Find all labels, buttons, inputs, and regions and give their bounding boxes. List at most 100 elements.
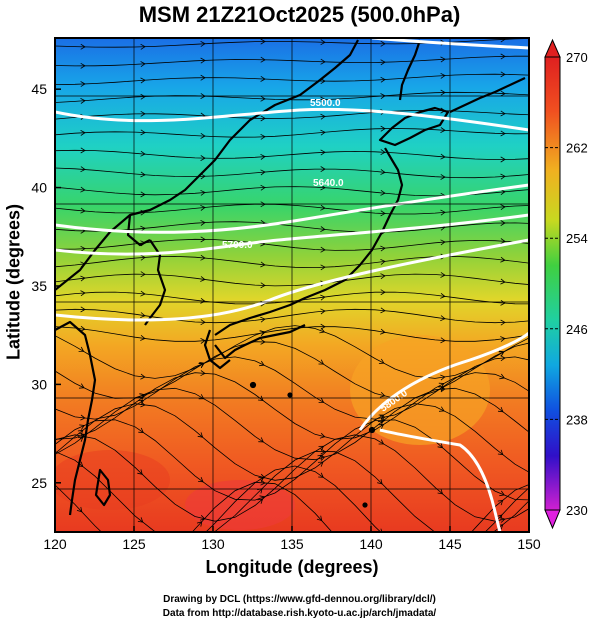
wind-arrow <box>259 360 265 367</box>
graticule <box>55 38 529 532</box>
wind-arrow <box>80 275 86 282</box>
streamline <box>55 356 529 420</box>
wind-arrow <box>140 129 146 136</box>
wind-arrow <box>380 189 386 196</box>
warm-core <box>55 450 170 510</box>
credit-data: Data from http://database.rish.kyoto-u.a… <box>162 608 437 619</box>
wind-arrow <box>437 488 444 495</box>
wind-arrow <box>500 38 506 43</box>
y-tick-label: 40 <box>31 180 47 196</box>
wind-arrow <box>137 469 143 475</box>
wind-arrow <box>198 394 205 400</box>
wind-arrow <box>139 393 145 399</box>
wind-arrow <box>260 282 266 289</box>
wind-arrow <box>497 406 504 413</box>
wind-arrow <box>380 307 386 314</box>
wind-arrow <box>500 238 506 245</box>
wind-arrow <box>497 449 504 456</box>
chart-title: MSM 21Z21Oct2025 (500.0hPa) <box>138 2 461 27</box>
x-tick-label: 145 <box>438 536 462 552</box>
wind-arrow <box>138 399 145 406</box>
streamline <box>191 481 529 532</box>
streamline <box>55 372 529 440</box>
streamline <box>55 91 529 103</box>
x-axis: 120 125 130 135 140 145 150 <box>43 526 541 552</box>
wind-arrow <box>378 414 385 420</box>
wind-arrow <box>380 59 386 66</box>
wind-arrow <box>258 437 264 443</box>
wind-arrow <box>140 77 146 84</box>
wind-arrow <box>80 62 86 69</box>
colorbar-min-arrow <box>544 509 561 530</box>
wind-arrow <box>200 319 206 326</box>
wind-arrow <box>200 132 206 139</box>
streamline <box>55 255 529 269</box>
wind-arrow <box>200 74 206 81</box>
streamline <box>55 273 529 287</box>
x-tick-label: 130 <box>201 536 225 552</box>
wind-arrow <box>499 490 505 497</box>
wind-arrow <box>500 189 506 196</box>
wind-arrow <box>500 204 506 211</box>
wind-arrow <box>80 325 86 332</box>
y-tick-label: 45 <box>31 81 47 97</box>
wind-arrow <box>200 57 206 64</box>
x-tick-label: 140 <box>359 536 383 552</box>
wind-arrow <box>500 90 506 97</box>
wind-arrow <box>140 150 146 157</box>
wind-arrow <box>138 396 144 402</box>
wind-arrow <box>380 328 386 335</box>
streamline <box>55 149 529 161</box>
wind-arrow <box>440 56 446 63</box>
wind-arrow <box>438 406 445 412</box>
coastlines <box>55 39 526 516</box>
wind-arrow <box>320 113 326 120</box>
wind-arrow <box>80 147 86 154</box>
wind-arrow <box>440 127 446 133</box>
wind-arrow <box>316 515 323 522</box>
wind-arrow <box>377 420 384 426</box>
wind-arrow <box>440 272 446 278</box>
wind-arrow <box>140 191 146 198</box>
wind-arrow <box>380 258 386 265</box>
wind-arrow <box>260 169 266 176</box>
x-tick-label: 125 <box>122 536 146 552</box>
wind-arrow <box>440 209 446 216</box>
wind-arrow <box>500 256 506 263</box>
wind-streamlines <box>55 38 529 532</box>
wind-arrow <box>138 427 144 433</box>
streamline <box>55 326 529 342</box>
colorbar-max-arrow <box>544 38 561 58</box>
wind-arrow <box>200 338 206 344</box>
wind-arrow <box>378 439 385 445</box>
wind-arrow <box>320 308 326 315</box>
wind-arrow <box>440 72 446 79</box>
wind-arrow <box>320 226 326 232</box>
wind-arrow <box>319 432 326 439</box>
wind-arrow <box>320 323 326 330</box>
height-contours <box>55 38 529 532</box>
streamline <box>55 167 529 179</box>
wind-arrow <box>440 239 446 246</box>
wind-arrow <box>320 96 326 103</box>
wind-arrow <box>200 219 206 226</box>
wind-arrow <box>498 350 505 357</box>
wind-arrow <box>500 173 506 180</box>
wind-arrow <box>380 125 386 132</box>
x-tick-label: 150 <box>517 536 541 552</box>
wind-arrow <box>440 386 446 393</box>
y-tick-label: 25 <box>31 475 47 491</box>
wind-arrow <box>320 58 326 65</box>
wind-arrow <box>320 149 326 156</box>
wind-arrow <box>260 133 266 140</box>
wind-arrow <box>260 56 266 63</box>
streamline <box>55 128 529 138</box>
wind-arrow <box>320 184 326 191</box>
wind-arrow <box>500 355 506 362</box>
contour-label: 5700.0 <box>222 240 253 251</box>
colorbar-tick-label: 254 <box>566 231 588 246</box>
wind-arrow <box>378 424 385 430</box>
y-tick-label: 30 <box>31 376 47 392</box>
wind-arrow <box>380 417 386 424</box>
wind-arrow <box>320 246 326 253</box>
